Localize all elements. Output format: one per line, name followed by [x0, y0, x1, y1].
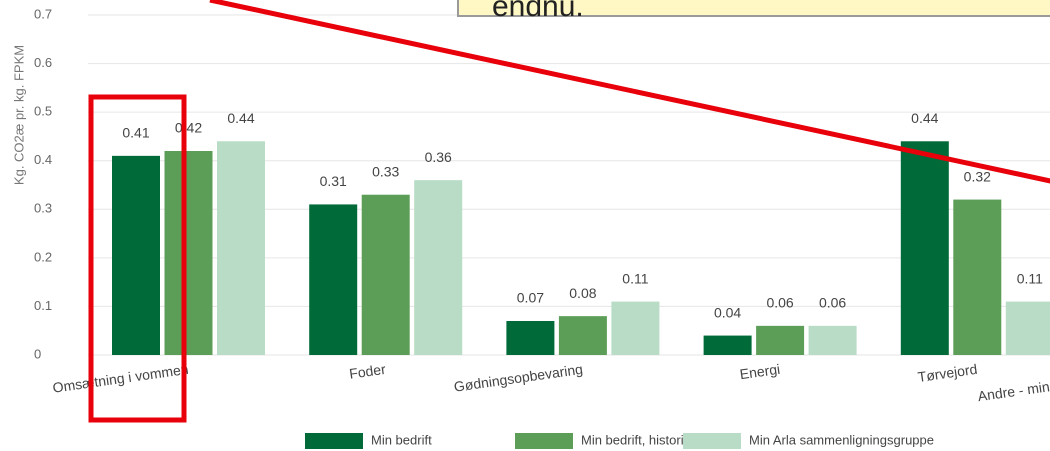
bar: [506, 321, 555, 355]
note-text: endnu.: [492, 0, 584, 23]
y-tick-label: 0.2: [34, 249, 52, 264]
value-label: 0.41: [122, 125, 149, 141]
overlay: endnu.: [88, 0, 1050, 423]
legend-swatch: [683, 433, 741, 449]
value-label: 0.44: [227, 110, 254, 126]
bar: [1005, 301, 1050, 355]
value-label: 0.06: [819, 295, 846, 311]
value-label: 0.04: [714, 304, 741, 320]
x-tick-label: Tørvejord: [917, 361, 979, 385]
value-label: 0.33: [372, 163, 399, 179]
value-label: 0.42: [175, 120, 202, 136]
legend-swatch: [305, 433, 363, 449]
bar: [361, 194, 410, 355]
bar: [414, 180, 463, 355]
red-line: [209, 0, 1050, 184]
y-tick-label: 0.3: [34, 201, 52, 216]
legend-label: Min bedrift, historisk: [581, 432, 697, 447]
y-tick-label: 0: [34, 346, 41, 361]
bar: [900, 141, 949, 355]
x-tick-label: Energi: [739, 361, 781, 382]
value-label: 0.08: [569, 285, 596, 301]
bar: [611, 301, 660, 355]
y-tick-label: 0.7: [34, 6, 52, 21]
bar: [756, 325, 805, 355]
bar: [217, 141, 265, 355]
legend-label: Min Arla sammenligningsgruppe: [749, 432, 934, 447]
bar: [112, 155, 160, 355]
bar: [703, 335, 752, 355]
value-label: 0.36: [425, 149, 452, 165]
y-tick-label: 0.6: [34, 55, 52, 70]
value-label: 0.44: [911, 110, 938, 126]
y-axis-label: Kg. CO2æ pr. kg. FPKM: [11, 45, 26, 185]
red-box: [88, 94, 187, 423]
bar: [558, 316, 607, 355]
y-tick-label: 0.4: [34, 152, 52, 167]
bar: [164, 151, 213, 355]
value-label: 0.06: [766, 295, 793, 311]
value-label: 0.11: [622, 270, 648, 286]
bar: [808, 325, 857, 355]
x-tick-label: Foder: [348, 361, 387, 382]
legend-swatch: [515, 433, 573, 449]
x-tick-label: Andre - mindr: [977, 376, 1050, 404]
bar: [309, 204, 358, 355]
value-label: 0.11: [1017, 270, 1043, 286]
x-tick-label: Gødningsopbevaring: [453, 361, 584, 395]
value-label: 0.07: [517, 290, 544, 306]
value-label: 0.32: [964, 168, 991, 184]
legend-label: Min bedrift: [371, 432, 432, 447]
note-box: [457, 0, 1050, 17]
bar: [953, 199, 1002, 355]
y-tick-label: 0.5: [34, 104, 52, 119]
x-tick-label: Omsætning i vommen: [52, 361, 190, 396]
value-label: 0.31: [320, 173, 347, 189]
y-tick-label: 0.1: [34, 298, 52, 313]
